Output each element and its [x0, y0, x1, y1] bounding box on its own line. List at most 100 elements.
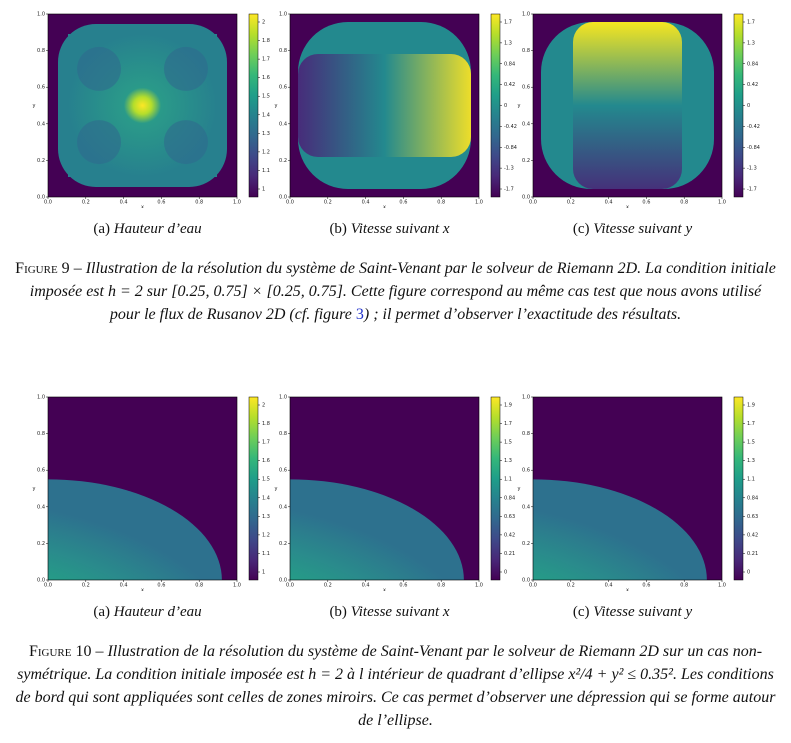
y-tick-label: 0.4	[522, 121, 530, 127]
colorbar-tick-label: -1.7	[504, 187, 514, 193]
colorbar-tick-label: -1.7	[747, 187, 757, 193]
colorbar-tick-label: 1.5	[747, 440, 755, 446]
plot-frame	[47, 396, 238, 581]
colorbar-tick-label: 1.2	[262, 532, 270, 538]
x-tick-label: 0.0	[529, 583, 537, 589]
colorbar-tick-label: -0.42	[747, 124, 760, 130]
x-tick-label: 0.4	[605, 583, 613, 589]
y-tick-label: 1.0	[522, 12, 530, 18]
x-axis-label: x	[141, 588, 144, 592]
x-tick-label: 1.0	[233, 583, 241, 589]
colorbar-tick-label: 0.21	[747, 551, 758, 557]
colorbar-tick-label: 1.3	[262, 514, 270, 520]
x-tick-label: 1.0	[475, 583, 483, 589]
y-tick-label: 0.0	[37, 578, 45, 584]
colorbar-tick-label: 0	[747, 570, 750, 576]
x-tick-label: 1.0	[475, 200, 483, 206]
y-tick-label: 0.0	[522, 578, 530, 584]
panel: 0.0 0.2 0.4 0.6 0.8 1.0 0.0 0.2 0.4 0.6 0.8 1.0 x y 1.…	[275, 12, 517, 209]
colorbar-tick-label: 0	[504, 103, 507, 109]
colorbar-tick-label: 1.1	[262, 168, 270, 174]
x-tick-label: 0.8	[680, 200, 688, 206]
x-tick-label: 0.6	[399, 583, 407, 589]
plot-frame	[289, 13, 480, 198]
heatmap-dip	[163, 46, 208, 91]
subcaption-title: Vitesse suivant y	[593, 221, 693, 237]
x-tick-label: 0.0	[44, 200, 52, 206]
subcaption-title: Hauteur d’eau	[113, 221, 202, 237]
figure-caption: Figure 9 – Illustration de la résolution…	[14, 257, 777, 326]
panel: 0.0 0.2 0.4 0.6 0.8 1.0 0.0 0.2 0.4 0.6 0.8 1.0 x y 1.…	[518, 395, 759, 592]
colorbar-tick-label: 1.3	[504, 40, 512, 46]
y-tick-label: 1.0	[37, 12, 45, 18]
plot-frame	[47, 13, 238, 198]
x-tick-label: 0.4	[362, 583, 370, 589]
colorbar-tick-label: 1.1	[747, 477, 755, 483]
subcaption-label: (a)	[93, 221, 110, 237]
colorbar-tick-label: 1.5	[504, 440, 512, 446]
colorbar-tick-label: 2	[262, 20, 265, 26]
y-tick-label: 0.6	[279, 468, 287, 474]
x-tick-label: 0.0	[286, 583, 294, 589]
y-tick-label: 0.4	[37, 121, 45, 127]
colorbar-tick-label: 0.84	[747, 61, 758, 67]
y-tick-label: 0.2	[279, 158, 287, 164]
y-tick-label: 0.8	[522, 48, 530, 54]
panel: 0.0 0.2 0.4 0.6 0.8 1.0 0.0 0.2 0.4 0.6 0.8 1.0 x y 1.…	[275, 395, 516, 592]
x-tick-label: 0.6	[157, 583, 165, 589]
colorbar-tick-label: 1.7	[262, 57, 270, 63]
subcaption-label: (c)	[572, 604, 590, 620]
y-tick-label: 0.4	[279, 504, 287, 510]
colorbar-tick-label: 1.8	[262, 38, 270, 44]
colorbar-tick-label: 1.7	[747, 20, 755, 26]
heatmap-band	[298, 54, 471, 157]
panel: 0.0 0.2 0.4 0.6 0.8 1.0 0.0 0.2 0.4 0.6 0.8 1.0 x y 1.…	[518, 12, 760, 209]
colorbar-tick-label: 0.42	[504, 82, 515, 88]
colorbar-tick-label: 1.7	[504, 20, 512, 26]
subcaption-title: Vitesse suivant x	[350, 221, 450, 237]
y-tick-label: 0.0	[279, 195, 287, 201]
colorbar-tick-label: -0.84	[747, 145, 760, 151]
y-axis-label: y	[518, 103, 521, 109]
y-axis-label: y	[518, 486, 521, 492]
heatmap-region	[533, 479, 707, 580]
x-axis-label: x	[626, 588, 629, 592]
caption-text: – Illustration de la résolution du systè…	[15, 643, 776, 729]
colorbar	[490, 13, 501, 198]
caption-label: Figure 9	[15, 260, 70, 277]
subcaption: (b) Vitesse suivant x	[270, 221, 510, 238]
y-tick-label: 0.2	[522, 158, 530, 164]
figure-row: 0.0 0.2 0.4 0.6 0.8 1.0 0.0 0.2 0.4 0.6 0.8 1.0 x y 2 1…	[33, 395, 759, 592]
x-tick-label: 0.8	[437, 200, 445, 206]
y-tick-label: 0.6	[522, 85, 530, 91]
x-tick-label: 0.8	[195, 200, 203, 206]
subcaption-label: (b)	[329, 604, 347, 620]
heatmap-dip	[163, 120, 208, 165]
y-tick-label: 0.8	[279, 431, 287, 437]
x-tick-label: 0.0	[529, 200, 537, 206]
colorbar-tick-label: 1.3	[747, 40, 755, 46]
colorbar-tick-label: 1.9	[504, 403, 512, 409]
figure-caption: Figure 10 – Illustration de la résolutio…	[14, 640, 777, 732]
heatmap-region	[290, 479, 464, 580]
y-tick-label: 0.4	[279, 121, 287, 127]
y-tick-label: 0.8	[37, 48, 45, 54]
colorbar-tick-label: 1.1	[262, 551, 270, 557]
colorbar-tick-label: 1.2	[262, 149, 270, 155]
colorbar-tick-label: 2	[262, 403, 265, 409]
colorbar-tick-label: 0.42	[747, 532, 758, 538]
subcaption-label: (c)	[572, 221, 590, 237]
x-tick-label: 0.2	[82, 200, 90, 206]
heatmap-dip	[77, 120, 122, 165]
y-tick-label: 1.0	[279, 12, 287, 18]
caption-text: ) ; il permet d’observer l’exactitude de…	[363, 306, 682, 323]
x-tick-label: 0.0	[44, 583, 52, 589]
colorbar-tick-label: 1.8	[262, 421, 270, 427]
figure-row: 0.0 0.2 0.4 0.6 0.8 1.0 0.0 0.2 0.4 0.6 0.8 1.0 x y 2 1…	[33, 12, 760, 209]
x-tick-label: 0.4	[120, 583, 128, 589]
x-tick-label: 0.2	[82, 583, 90, 589]
x-tick-label: 0.0	[286, 200, 294, 206]
x-tick-label: 0.8	[437, 583, 445, 589]
x-tick-label: 0.2	[324, 583, 332, 589]
y-tick-label: 0.8	[37, 431, 45, 437]
